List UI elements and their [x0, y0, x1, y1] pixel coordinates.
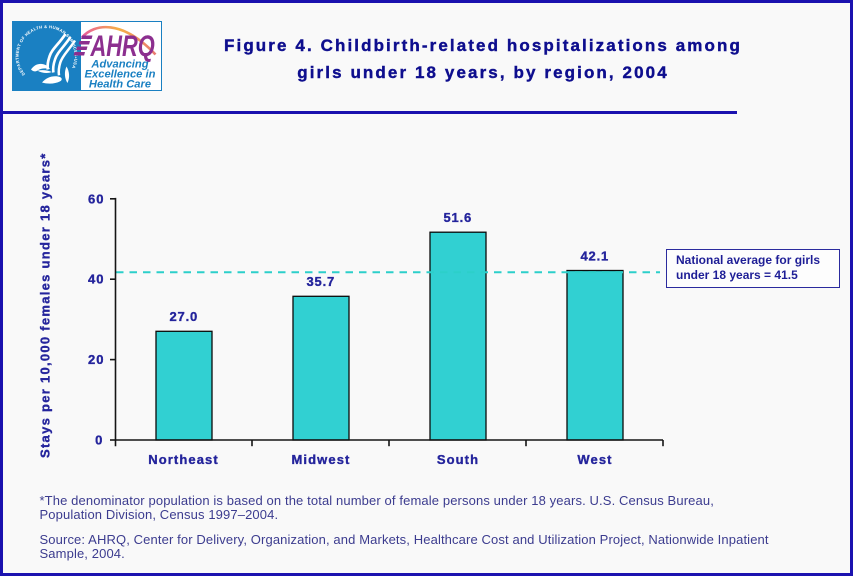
svg-text:Health Care: Health Care	[89, 78, 151, 90]
svg-text:South: South	[437, 452, 479, 467]
svg-text:AHRQ: AHRQ	[90, 30, 155, 62]
svg-text:Advancing: Advancing	[90, 58, 148, 70]
svg-text:0: 0	[95, 433, 103, 448]
svg-text:Northeast: Northeast	[148, 452, 219, 467]
svg-text:Stays per 10,000 females under: Stays per 10,000 females under 18 years*	[38, 152, 53, 458]
svg-text:27.0: 27.0	[170, 309, 199, 324]
svg-text:60: 60	[88, 191, 104, 206]
svg-text:Midwest: Midwest	[292, 452, 351, 467]
svg-text:40: 40	[88, 272, 104, 287]
svg-text:35.7: 35.7	[307, 274, 336, 289]
svg-text:42.1: 42.1	[581, 248, 610, 263]
svg-text:20: 20	[88, 352, 104, 367]
svg-text:West: West	[577, 452, 612, 467]
svg-text:Excellence in: Excellence in	[85, 68, 156, 80]
svg-text:51.6: 51.6	[444, 210, 473, 225]
